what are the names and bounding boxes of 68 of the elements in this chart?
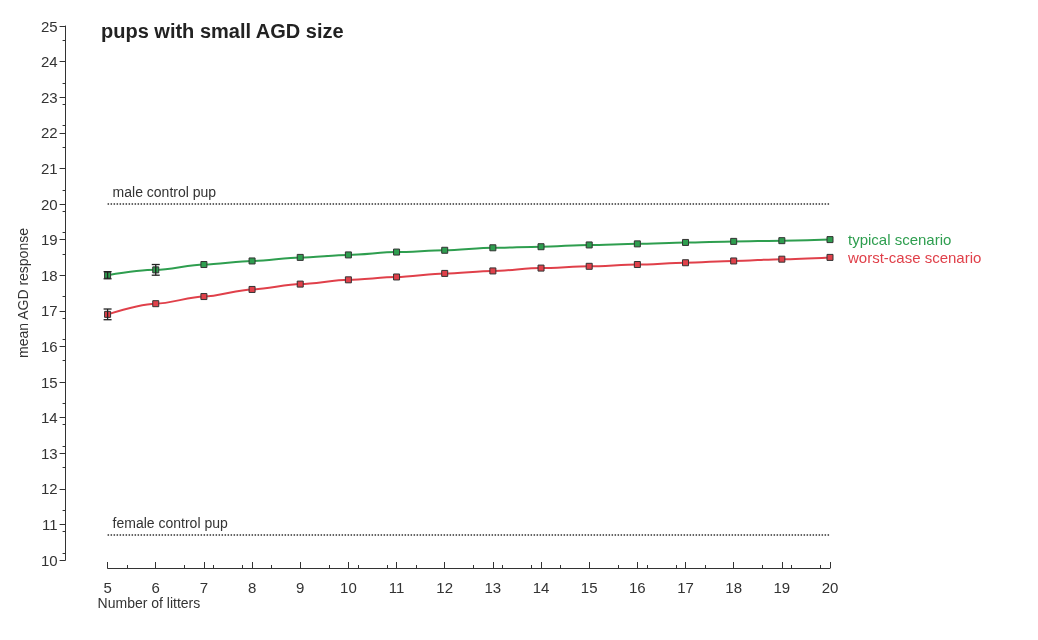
- x-tick-label: 7: [199, 579, 209, 596]
- point: [585, 262, 593, 270]
- y-tick-label: 24: [40, 53, 58, 71]
- x-tick-label: 18: [725, 579, 743, 596]
- y-tick-label: 25: [40, 17, 58, 35]
- x-tick-label: 13: [484, 579, 502, 596]
- point: [537, 243, 545, 251]
- point: [489, 267, 497, 275]
- y-tick-label: 10: [40, 551, 58, 569]
- y-tick-label: 16: [40, 337, 58, 355]
- y-tick-label: 15: [40, 373, 58, 391]
- ref-line-label: female control pup: [112, 515, 228, 532]
- y-tick-label: 17: [40, 302, 58, 320]
- y-axis-title: mean AGD response: [15, 227, 31, 358]
- point: [248, 257, 256, 265]
- y-tick-label: 20: [40, 195, 58, 213]
- point: [826, 253, 834, 261]
- x-tick-label: 11: [388, 579, 405, 596]
- point: [730, 257, 738, 265]
- x-tick-label: 16: [629, 579, 646, 596]
- ref-line-label: male control pup: [112, 184, 217, 200]
- y-tick-label: 13: [40, 444, 58, 462]
- y-tick-label: 23: [40, 88, 58, 106]
- point: [393, 248, 401, 256]
- point: [585, 241, 593, 249]
- point: [200, 293, 208, 301]
- y-tick-label: 22: [40, 124, 58, 142]
- point: [200, 261, 208, 269]
- point: [730, 237, 738, 245]
- point: [296, 280, 304, 288]
- x-tick-label: 15: [580, 579, 598, 596]
- point: [489, 244, 497, 252]
- y-tick-label: 21: [40, 159, 58, 177]
- y-tick-label: 18: [40, 266, 58, 284]
- x-axis-title: Number of litters: [97, 595, 201, 611]
- y-tick-label: 11: [42, 515, 58, 533]
- point: [826, 236, 834, 244]
- point: [441, 269, 449, 277]
- y-tick-label: 14: [40, 409, 58, 427]
- point: [344, 276, 352, 284]
- point: [633, 261, 641, 269]
- series-label: worst-case scenario: [847, 248, 982, 266]
- point: [296, 253, 304, 261]
- point: [537, 264, 545, 272]
- x-tick-label: 17: [677, 579, 694, 596]
- x-tick-label: 19: [773, 579, 791, 596]
- series-label: typical scenario: [848, 231, 952, 249]
- x-tick-label: 20: [821, 579, 839, 596]
- point: [778, 255, 786, 263]
- x-tick-label: 6: [151, 579, 160, 596]
- x-tick-label: 9: [296, 579, 305, 596]
- chart-title: pups with small AGD size: [101, 20, 344, 42]
- point: [248, 285, 256, 293]
- point: [633, 240, 641, 248]
- x-tick-label: 5: [103, 579, 112, 596]
- x-tick-label: 14: [532, 579, 550, 596]
- point: [441, 246, 449, 254]
- point: [778, 237, 786, 245]
- x-tick-label: 12: [436, 579, 454, 596]
- point: [152, 300, 160, 308]
- point: [682, 259, 690, 267]
- point: [344, 251, 352, 259]
- y-tick-label: 12: [40, 480, 58, 498]
- point: [393, 273, 401, 281]
- x-tick-label: 8: [247, 579, 257, 596]
- x-tick-label: 10: [340, 579, 357, 596]
- point: [682, 238, 690, 246]
- y-tick-label: 19: [40, 231, 58, 249]
